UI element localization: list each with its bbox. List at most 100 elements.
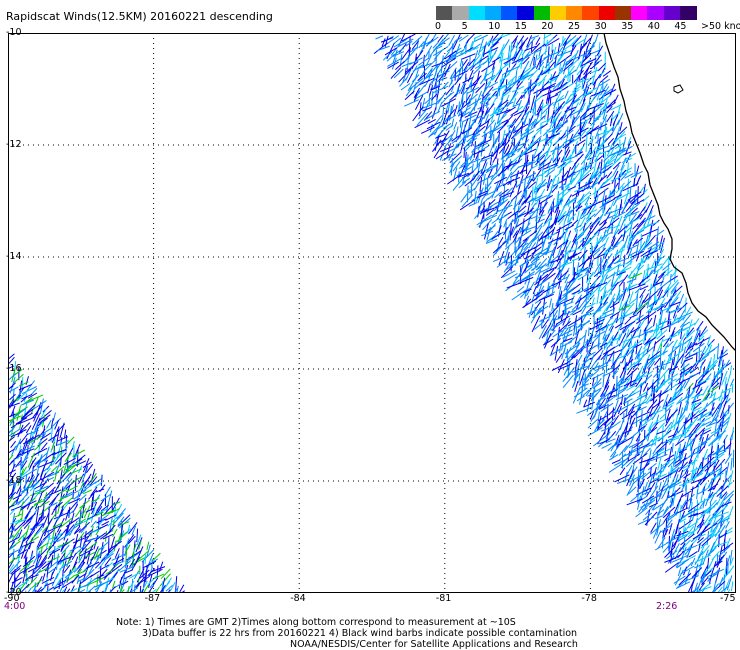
scale-swatch (647, 6, 664, 20)
wind-barb (24, 404, 36, 415)
wind-barb (640, 463, 650, 472)
wind-barb (85, 463, 94, 474)
wind-barb (497, 183, 505, 189)
wind-barb (670, 289, 677, 301)
wind-barb (616, 378, 629, 387)
wind-barb (515, 94, 523, 105)
wind-barb (46, 419, 52, 429)
wind-barb (551, 302, 554, 312)
wind-barb (612, 293, 623, 306)
wind-barb (52, 520, 58, 528)
wind-barb (567, 213, 577, 224)
wind-barb (628, 250, 639, 257)
wind-barb (387, 57, 403, 67)
wind-barb (8, 559, 14, 565)
wind-barb (649, 325, 664, 334)
wind-barb (433, 49, 443, 60)
wind-barb (593, 59, 603, 66)
wind-barb (676, 562, 685, 569)
wind-barb (94, 583, 103, 591)
wind-barb (607, 137, 615, 145)
wind-barb (532, 309, 543, 319)
wind-barb (531, 253, 546, 262)
wind-barb (533, 150, 543, 159)
scale-swatch (452, 6, 469, 20)
wind-barb (120, 589, 125, 593)
map-title: Rapidscat Winds(12.5KM) 20160221 descend… (6, 10, 273, 23)
wind-barb (709, 493, 716, 504)
wind-barb (547, 94, 551, 105)
wind-barb (730, 457, 733, 471)
wind-barb (669, 301, 681, 307)
wind-barb (510, 166, 520, 176)
wind-barb (56, 473, 66, 485)
wind-barb (596, 411, 600, 429)
wind-barb (641, 470, 652, 480)
wind-barb (459, 58, 463, 67)
wind-barb (677, 550, 685, 559)
wind-barb (596, 45, 604, 56)
wind-barb (128, 522, 138, 535)
wind-barb (159, 584, 166, 593)
wind-barb (129, 588, 133, 593)
wind-barb (569, 133, 574, 142)
wind-barb (169, 582, 176, 592)
wind-barb (648, 502, 658, 508)
wind-barb (523, 288, 532, 294)
wind-barb (599, 94, 612, 105)
wind-barb (562, 170, 569, 179)
wind-barb (599, 261, 609, 278)
wind-barb (606, 273, 615, 280)
wind-barb (100, 552, 109, 562)
wind-barb (701, 456, 715, 470)
wind-barb (571, 219, 579, 226)
wind-barb (630, 207, 639, 215)
wind-barb (493, 186, 499, 194)
wind-barb (56, 441, 63, 459)
wind-barb (667, 433, 676, 438)
wind-barb (671, 443, 674, 453)
wind-barb (42, 451, 56, 462)
wind-barb (539, 267, 551, 274)
wind-barb (697, 442, 700, 459)
wind-barb (630, 434, 635, 443)
wind-barb (630, 199, 638, 212)
wind-barb (657, 457, 662, 471)
wind-barb (64, 452, 72, 463)
wind-barb (38, 506, 50, 516)
wind-barb (413, 91, 428, 101)
wind-barb (678, 448, 687, 454)
wind-barb (716, 556, 723, 568)
wind-barb (685, 369, 694, 375)
wind-barb (47, 497, 57, 510)
wind-barb (94, 499, 105, 516)
wind-barb (709, 510, 717, 526)
wind-barb (103, 552, 114, 561)
wind-barb (524, 249, 530, 265)
wind-barb (517, 210, 533, 218)
wind-barb (681, 339, 685, 351)
wind-barb (85, 545, 94, 560)
wind-barb (15, 389, 23, 401)
wind-barb (603, 274, 608, 284)
wind-barb (599, 397, 614, 409)
wind-barb (427, 83, 431, 94)
wind-barb (596, 317, 599, 330)
wind-barb (663, 282, 672, 294)
wind-barb (663, 503, 673, 515)
wind-barb (551, 280, 562, 287)
wind-barb (593, 207, 603, 218)
wind-barb (10, 519, 20, 525)
latitude-label: -12 (6, 139, 22, 150)
wind-barb (106, 550, 115, 558)
scale-label: 20 (541, 21, 554, 32)
wind-barb (532, 285, 537, 295)
wind-barb (510, 110, 519, 116)
wind-barb (94, 481, 103, 488)
wind-barb (612, 409, 622, 414)
wind-barb (112, 520, 115, 532)
wind-barb (90, 520, 97, 528)
wind-barb (46, 534, 51, 549)
wind-barb (472, 43, 481, 50)
wind-barb (664, 298, 672, 309)
